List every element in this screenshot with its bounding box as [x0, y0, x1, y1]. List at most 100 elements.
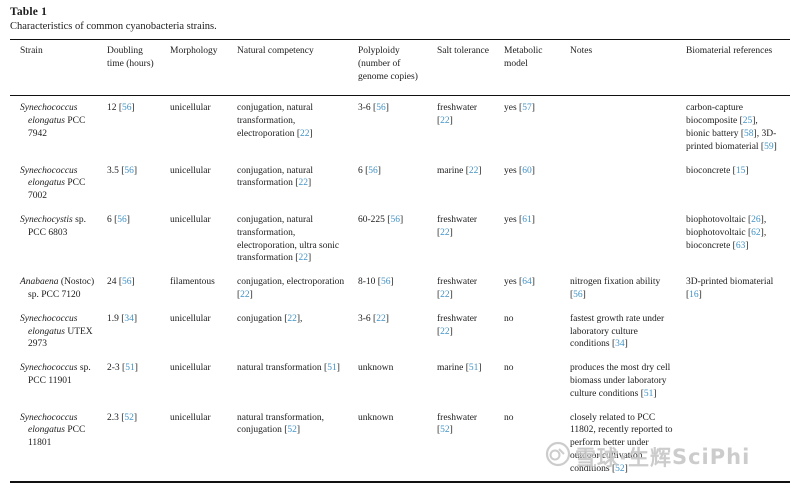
- cell-strain: Synechococcus elongatus PCC 11801: [10, 406, 107, 482]
- citation-link[interactable]: 56: [117, 214, 127, 225]
- citation-link[interactable]: 63: [735, 240, 746, 251]
- citation-link[interactable]: 56: [376, 103, 386, 114]
- cell-doubling-time: 12 [56]: [107, 103, 135, 114]
- citation-link[interactable]: 56: [122, 103, 132, 114]
- citation-link[interactable]: 26: [751, 214, 761, 225]
- citation-link[interactable]: 51: [468, 363, 479, 374]
- cell-doubling-time: 24 [56]: [107, 277, 135, 288]
- citation-link[interactable]: 22: [440, 116, 450, 127]
- citation-link[interactable]: 16: [689, 289, 699, 300]
- cell-salt-tolerance: freshwater [52]: [437, 412, 478, 436]
- strain-name-roman: sp. PCC 6803: [28, 214, 86, 238]
- strain-name-italic: Synechococcus elongatus: [20, 412, 78, 436]
- cell-notes: closely related to PCC 11802, recently r…: [570, 412, 673, 474]
- strain-name-roman: sp. PCC 11901: [28, 363, 91, 386]
- citation-link[interactable]: 64: [522, 277, 532, 288]
- citation-link[interactable]: 60: [522, 165, 532, 176]
- citation-link[interactable]: 59: [764, 141, 774, 152]
- col-header-polyploidy: Polyploidy (number of genome copies): [358, 39, 437, 97]
- cell-natural-competency: conjugation, electroporation [22]: [237, 277, 345, 300]
- citation-link[interactable]: 61: [522, 214, 532, 225]
- cell-strain: Anabaena (Nostoc) sp. PCC 7120: [10, 270, 107, 307]
- cell-notes: [570, 208, 686, 270]
- cell-doubling-time: 6 [56]: [107, 214, 130, 225]
- citation-link[interactable]: 56: [368, 165, 378, 176]
- col-header-biomaterial-references: Biomaterial references: [686, 39, 790, 97]
- header-row: Strain Doubling time (hours) Morphology …: [10, 39, 790, 97]
- cell-morphology: unicellular: [170, 363, 211, 374]
- table-row: Synechococcus elongatus PCC 7942 12 [56]…: [10, 96, 790, 159]
- citation-link[interactable]: 52: [124, 412, 134, 423]
- citation-link[interactable]: 34: [615, 339, 625, 350]
- citation-link[interactable]: 56: [124, 165, 134, 176]
- citation-link[interactable]: 62: [751, 227, 761, 238]
- cell-salt-tolerance: freshwater [22]: [437, 214, 478, 238]
- col-header-morphology: Morphology: [170, 39, 237, 97]
- cell-polyploidy: 3-6 [56]: [358, 103, 389, 114]
- cell-metabolic-model: no: [504, 412, 514, 423]
- citation-link[interactable]: 52: [440, 425, 450, 436]
- table-row: Synechococcus elongatus UTEX 2973 1.9 [3…: [10, 307, 790, 356]
- col-header-strain: Strain: [10, 39, 107, 97]
- citation-link[interactable]: 51: [125, 363, 135, 374]
- cell-strain: Synechococcus elongatus PCC 7002: [10, 159, 107, 208]
- cell-strain: Synechococcus elongatus PCC 7942: [10, 96, 107, 159]
- strain-name-italic: Anabaena: [20, 277, 59, 288]
- citation-link[interactable]: 22: [240, 289, 250, 300]
- cell-natural-competency: conjugation, natural transformation, ele…: [237, 214, 340, 264]
- cell-morphology: unicellular: [170, 412, 211, 423]
- cell-strain: Synechocystis sp. PCC 6803: [10, 208, 107, 270]
- cell-doubling-time: 3.5 [56]: [107, 165, 138, 176]
- strain-name-italic: Synechocystis: [20, 214, 73, 225]
- cell-biomaterial-references: [686, 406, 790, 482]
- cyanobacteria-strains-table: Strain Doubling time (hours) Morphology …: [10, 39, 790, 483]
- cell-doubling-time: 1.9 [34]: [107, 313, 138, 324]
- col-header-notes: Notes: [570, 39, 686, 97]
- citation-link[interactable]: 56: [122, 277, 132, 288]
- cell-polyploidy: unknown: [358, 412, 394, 423]
- cell-natural-competency: natural transformation [51]: [237, 363, 340, 374]
- cell-metabolic-model: yes [60]: [504, 165, 535, 176]
- citation-link[interactable]: 51: [643, 388, 654, 399]
- citation-link[interactable]: 22: [440, 326, 450, 337]
- citation-link[interactable]: 22: [468, 165, 479, 176]
- cell-notes: [570, 159, 686, 208]
- cell-notes: produces the most dry cell biomass under…: [570, 363, 671, 399]
- citation-link[interactable]: 56: [380, 277, 391, 288]
- cell-salt-tolerance: freshwater [22]: [437, 103, 478, 127]
- cell-strain: Synechococcus elongatus UTEX 2973: [10, 307, 107, 356]
- cell-natural-competency: conjugation [22],: [237, 313, 303, 324]
- cell-salt-tolerance: marine [22]: [437, 165, 482, 176]
- citation-link[interactable]: 15: [735, 165, 746, 176]
- col-header-metabolic-model: Metabolic model: [504, 39, 570, 97]
- cell-morphology: unicellular: [170, 214, 211, 225]
- citation-link[interactable]: 22: [287, 313, 297, 324]
- citation-link[interactable]: 34: [124, 313, 134, 324]
- col-header-doubling-time: Doubling time (hours): [107, 39, 170, 97]
- cell-biomaterial-references: biophotovoltaic [26], biophotovoltaic [6…: [686, 214, 767, 251]
- citation-link[interactable]: 22: [440, 289, 450, 300]
- citation-link[interactable]: 56: [390, 214, 400, 225]
- cell-notes: [570, 96, 686, 159]
- citation-link[interactable]: 22: [298, 178, 308, 189]
- strain-name-roman: UTEX 2973: [28, 326, 93, 350]
- citation-link[interactable]: 58: [744, 128, 754, 139]
- citation-link[interactable]: 52: [615, 463, 625, 474]
- citation-link[interactable]: 22: [376, 313, 386, 324]
- table-row: Synechococcus elongatus PCC 7002 3.5 [56…: [10, 159, 790, 208]
- citation-link[interactable]: 51: [327, 363, 337, 374]
- citation-link[interactable]: 25: [742, 116, 753, 127]
- citation-link[interactable]: 22: [440, 227, 450, 238]
- citation-link[interactable]: 22: [300, 128, 310, 139]
- citation-link[interactable]: 56: [573, 289, 583, 300]
- cell-doubling-time: 2-3 [51]: [107, 363, 138, 374]
- citation-link[interactable]: 57: [522, 103, 532, 114]
- citation-link[interactable]: 22: [298, 253, 308, 264]
- cell-natural-competency: conjugation, natural transformation [22]: [237, 165, 313, 189]
- cell-doubling-time: 2.3 [52]: [107, 412, 138, 423]
- cell-metabolic-model: no: [504, 363, 514, 374]
- strain-name-italic: Synechococcus elongatus: [20, 313, 78, 337]
- strain-name-roman: PCC 11801: [28, 425, 86, 449]
- cell-metabolic-model: no: [504, 313, 514, 324]
- citation-link[interactable]: 52: [287, 425, 297, 436]
